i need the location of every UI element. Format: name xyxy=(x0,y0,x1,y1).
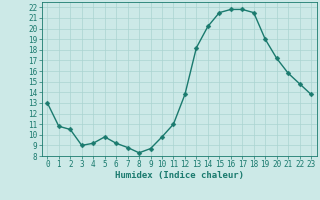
X-axis label: Humidex (Indice chaleur): Humidex (Indice chaleur) xyxy=(115,171,244,180)
